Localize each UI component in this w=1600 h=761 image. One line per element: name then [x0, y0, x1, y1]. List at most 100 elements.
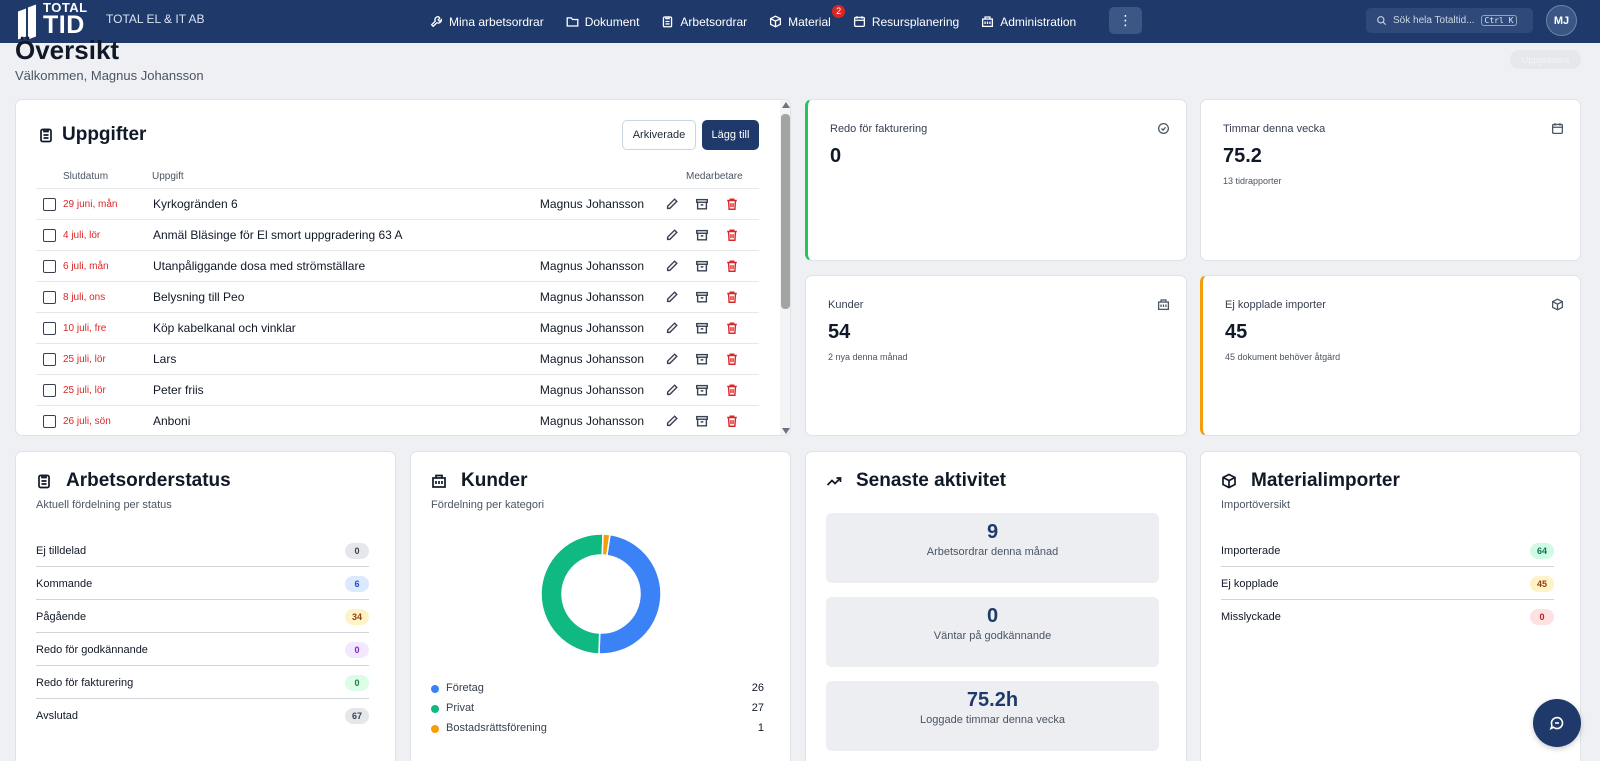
chat-button[interactable]: [1533, 699, 1581, 747]
task-name[interactable]: Belysning till Peo: [153, 290, 245, 304]
legend-label: Privat: [446, 702, 475, 714]
task-name[interactable]: Lars: [153, 352, 177, 366]
archived-button[interactable]: Arkiverade: [622, 120, 696, 150]
column-header-employee[interactable]: Medarbetare: [686, 171, 743, 182]
task-row[interactable]: 25 juli, lör Peter friis Magnus Johansson: [36, 375, 759, 406]
legend-value: 26: [751, 682, 764, 694]
archive-icon[interactable]: [695, 414, 709, 428]
edit-icon[interactable]: [665, 352, 679, 366]
trash-icon[interactable]: [725, 197, 739, 211]
task-name[interactable]: Kyrkogränden 6: [153, 197, 238, 211]
task-row[interactable]: 6 juli, mån Utanpåliggande dosa med ström…: [36, 251, 759, 282]
edit-icon[interactable]: [665, 290, 679, 304]
more-menu-button[interactable]: ⋮: [1109, 7, 1142, 34]
stat-label: Ej kopplade importer: [1225, 299, 1326, 311]
nav-arbetsordrar[interactable]: Arbetsordrar: [661, 15, 747, 29]
donut-slice[interactable]: [598, 534, 662, 655]
edit-icon[interactable]: [665, 197, 679, 211]
task-checkbox[interactable]: [43, 291, 56, 304]
status-row[interactable]: Redo för fakturering 0: [36, 667, 369, 699]
stat-card-hours[interactable]: Timmar denna vecka 75.2 13 tidrapporter: [1200, 99, 1581, 261]
building-icon: [982, 16, 994, 28]
nav-mina-arbetsordrar[interactable]: Mina arbetsordrar: [430, 15, 544, 29]
archive-icon[interactable]: [695, 197, 709, 211]
task-row[interactable]: 4 juli, lör Anmäl Bläsinge för El smort u…: [36, 220, 759, 251]
task-name[interactable]: Utanpåliggande dosa med strömställare: [153, 259, 366, 273]
nav-resursplanering[interactable]: Resursplanering: [853, 15, 959, 29]
column-header-date[interactable]: Slutdatum: [63, 171, 109, 182]
status-row[interactable]: Misslyckade 0: [1221, 601, 1554, 633]
legend-item[interactable]: Privat 27: [431, 701, 764, 717]
nav-dokument[interactable]: Dokument: [566, 15, 639, 29]
task-checkbox[interactable]: [43, 384, 56, 397]
trash-icon[interactable]: [725, 290, 739, 304]
archive-icon[interactable]: [695, 352, 709, 366]
status-row[interactable]: Importerade 64: [1221, 535, 1554, 567]
legend-item[interactable]: Företag 26: [431, 681, 764, 697]
add-task-button[interactable]: Lägg till: [702, 120, 759, 150]
box-icon: [770, 15, 782, 28]
donut-slice[interactable]: [540, 534, 604, 655]
column-header-task[interactable]: Uppgift: [152, 171, 184, 182]
building-icon: [1157, 298, 1170, 311]
stat-card-customers[interactable]: Kunder 54 2 nya denna månad: [805, 275, 1187, 436]
edit-icon[interactable]: [665, 414, 679, 428]
task-checkbox[interactable]: [43, 229, 56, 242]
wo-status-subtitle: Aktuell fördelning per status: [36, 499, 172, 511]
logo[interactable]: TOTAL TID: [15, 1, 88, 39]
task-employee: Magnus Johansson: [539, 414, 644, 428]
nav-material[interactable]: Material 2: [769, 4, 846, 29]
edit-icon[interactable]: [665, 383, 679, 397]
task-row[interactable]: 25 juli, lör Lars Magnus Johansson: [36, 344, 759, 375]
archive-icon[interactable]: [695, 290, 709, 304]
folder-icon: [566, 17, 579, 27]
status-row[interactable]: Ej kopplade 45: [1221, 568, 1554, 600]
stat-card-imports[interactable]: Ej kopplade importer 45 45 dokument behö…: [1200, 275, 1581, 436]
task-name[interactable]: Anboni: [153, 414, 191, 428]
trash-icon[interactable]: [725, 414, 739, 428]
trash-icon[interactable]: [725, 228, 739, 242]
trash-icon[interactable]: [725, 259, 739, 273]
nav-administration[interactable]: Administration: [981, 15, 1076, 29]
archive-icon[interactable]: [695, 383, 709, 397]
task-due-date: 4 juli, lör: [63, 230, 101, 241]
status-row[interactable]: Pågående 34: [36, 601, 369, 633]
global-search[interactable]: Sök hela Totaltid... Ctrl K: [1366, 8, 1533, 33]
trash-icon[interactable]: [725, 352, 739, 366]
status-row[interactable]: Ej tilldelad 0: [36, 535, 369, 567]
stat-value: 75.2: [1223, 145, 1262, 167]
status-row[interactable]: Avslutad 67: [36, 700, 369, 732]
edit-icon[interactable]: [665, 321, 679, 335]
activity-title-text: Senaste aktivitet: [856, 470, 1006, 491]
legend-item[interactable]: Bostadsrättsförening 1: [431, 721, 764, 737]
legend-swatch: [431, 705, 439, 713]
upgrade-pill[interactable]: Uppgradera: [1510, 50, 1581, 69]
task-row[interactable]: 8 juli, ons Belysning till Peo Magnus Joha…: [36, 282, 759, 313]
task-checkbox[interactable]: [43, 322, 56, 335]
task-checkbox[interactable]: [43, 260, 56, 273]
scrollbar-thumb[interactable]: [781, 114, 790, 309]
user-avatar[interactable]: MJ: [1546, 5, 1577, 36]
archive-icon[interactable]: [695, 321, 709, 335]
task-name[interactable]: Anmäl Bläsinge för El smort uppgradering…: [153, 228, 403, 242]
archive-icon[interactable]: [695, 259, 709, 273]
task-row[interactable]: 29 juni, mån Kyrkogränden 6 Magnus Johanss…: [36, 189, 759, 220]
task-checkbox[interactable]: [43, 198, 56, 211]
trash-icon[interactable]: [725, 321, 739, 335]
task-name[interactable]: Peter friis: [153, 383, 204, 397]
edit-icon[interactable]: [665, 228, 679, 242]
task-row[interactable]: 10 juli, fre Köp kabelkanal och vinklar Ma…: [36, 313, 759, 344]
task-name[interactable]: Köp kabelkanal och vinklar: [153, 321, 296, 335]
status-row[interactable]: Kommande 6: [36, 568, 369, 600]
task-checkbox[interactable]: [43, 415, 56, 428]
task-checkbox[interactable]: [43, 353, 56, 366]
scroll-up-arrow[interactable]: [782, 102, 790, 108]
donut-slice[interactable]: [601, 534, 611, 557]
status-row[interactable]: Redo för godkännande 0: [36, 634, 369, 666]
scroll-down-arrow[interactable]: [782, 428, 790, 434]
edit-icon[interactable]: [665, 259, 679, 273]
archive-icon[interactable]: [695, 228, 709, 242]
task-row[interactable]: 26 juli, sön Anboni Magnus Johansson: [36, 406, 759, 435]
trash-icon[interactable]: [725, 383, 739, 397]
stat-card-invoice[interactable]: Redo för fakturering 0: [805, 99, 1187, 261]
